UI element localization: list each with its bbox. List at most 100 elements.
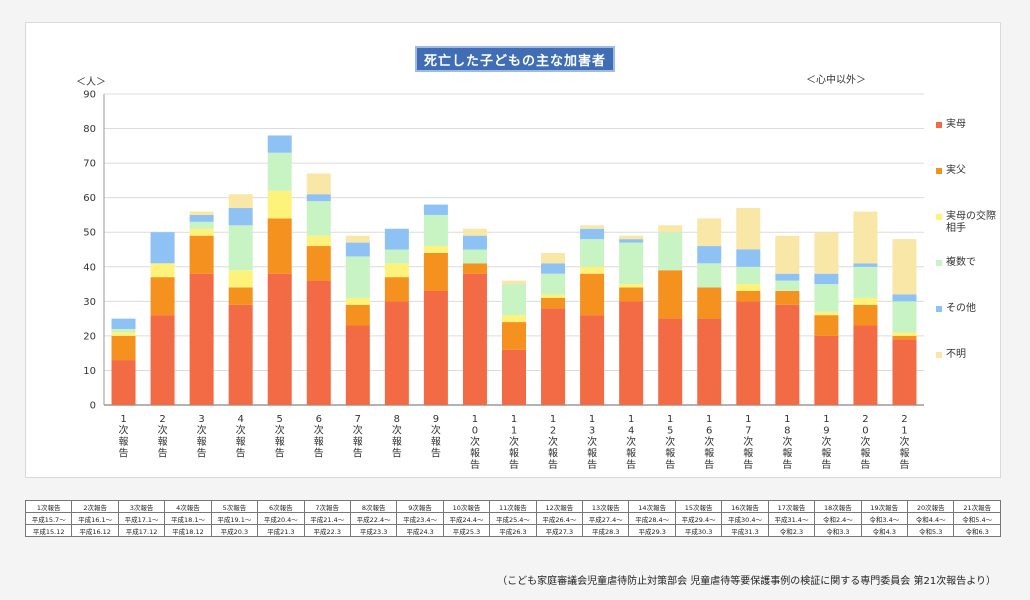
period-table-cell: 平成28.4～ — [628, 512, 676, 525]
x-category-label: 1 — [472, 414, 478, 425]
x-category-label: 次 — [899, 435, 909, 448]
bar-segment — [267, 152, 292, 191]
period-table-cell: 平成31.3 — [721, 524, 769, 537]
legend-label: 実父 — [946, 165, 966, 177]
legend-swatch — [936, 168, 942, 174]
bar-segment — [462, 249, 487, 264]
period-table-cell: 平成23.4～ — [396, 512, 444, 525]
x-category-label: 1 — [706, 414, 712, 425]
x-category-label: 4 — [628, 426, 634, 437]
bar-segment — [462, 235, 487, 250]
period-table-cell: 19次報告 — [860, 500, 909, 513]
chart-title: 死亡した子どもの主な加害者 — [415, 46, 615, 72]
bar-segment — [853, 266, 878, 298]
x-category-label: 告 — [431, 447, 441, 460]
bar-segment — [306, 201, 331, 236]
period-table-cell: 1次報告 — [24, 500, 73, 513]
period-table-cell: 平成31.4～ — [767, 512, 816, 525]
period-table-cell: 15次報告 — [674, 500, 723, 513]
bar-segment — [775, 290, 800, 305]
bar-segment — [619, 301, 644, 405]
x-category-label: 告 — [314, 447, 324, 460]
period-table-cell: 16次報告 — [721, 500, 769, 513]
x-category-label: 次 — [626, 435, 636, 448]
x-category-label: 1 — [511, 426, 517, 437]
bar-segment — [892, 335, 917, 340]
x-category-label: 次 — [704, 435, 714, 448]
x-category-label: 7 — [745, 426, 751, 437]
x-category-label: 5 — [277, 414, 283, 425]
bar-segment — [892, 332, 917, 336]
x-category-label: 次 — [314, 424, 324, 437]
period-table-cell: 10次報告 — [442, 500, 491, 513]
bar-segment — [892, 294, 917, 302]
x-category-label: 0 — [862, 426, 868, 437]
x-category-label: 次 — [587, 435, 597, 448]
x-category-label: 告 — [548, 458, 558, 471]
bar-segment — [853, 304, 878, 326]
legend-label-line: 実母の交際 — [946, 211, 996, 222]
x-category-label: 報 — [821, 448, 831, 460]
legend-item: その他 — [936, 303, 996, 315]
x-category-label: 告 — [158, 447, 168, 460]
x-category-label: 報 — [743, 448, 753, 460]
period-table-cell: 平成18.12 — [164, 524, 212, 537]
bar-segment — [267, 135, 292, 153]
bar-segment — [189, 211, 214, 215]
period-table-cell: 11次報告 — [489, 500, 537, 513]
bar-segment — [228, 225, 253, 271]
bar-segment — [658, 232, 683, 271]
bar-segment — [189, 235, 214, 274]
x-category-label: 8 — [784, 426, 790, 437]
period-table-cell: 令和6.3 — [953, 524, 1001, 537]
period-table-cell: 平成18.1～ — [164, 512, 212, 525]
bar-segment — [423, 214, 448, 247]
bar-segment — [228, 270, 253, 288]
legend-label-line: 実父 — [946, 165, 966, 176]
legend-item: 複数で — [936, 257, 996, 269]
period-table-cell: 平成29.3 — [628, 524, 676, 537]
x-category-label: 3 — [198, 414, 204, 425]
bar-segment — [462, 273, 487, 405]
x-category-label: 1 — [550, 414, 556, 425]
report-period-table: 1次報告 2次報告 3次報告 4次報告 5次報告 6次報告 7次報告 8次報告 9次報告 10次報… — [24, 500, 1001, 537]
legend-label: 複数で — [946, 257, 976, 269]
x-category-label: 6 — [316, 414, 322, 425]
x-category-label: 告 — [119, 447, 129, 460]
period-table-cell: 令和5.4～ — [953, 512, 1001, 525]
bar-segment — [189, 273, 214, 405]
legend-label: 実母 — [946, 119, 966, 131]
y-axis-unit-label: ＜人＞ — [76, 77, 106, 88]
bar-segment — [384, 277, 409, 302]
period-table-cell: 6次報告 — [257, 500, 305, 513]
bar-segment — [853, 297, 878, 305]
bar-segment — [502, 280, 526, 285]
x-category-label: 次 — [821, 435, 831, 448]
stacked-bar-chart: 01020304050607080901次報告2次報告3次報告4次報告5次報告6… — [83, 90, 924, 471]
bar-segment — [775, 235, 800, 274]
bar-segment — [775, 304, 800, 405]
x-category-label: 報 — [665, 448, 675, 460]
period-table-cell: 令和2.3 — [767, 524, 816, 537]
bar-segment — [228, 287, 253, 305]
bar-segment — [619, 235, 644, 240]
bar-segment — [697, 246, 722, 264]
bar-segment — [619, 239, 644, 243]
x-category-label: 報 — [275, 436, 285, 448]
bar-segment — [502, 315, 526, 323]
bar-segment — [697, 263, 722, 288]
bar-segment — [541, 294, 566, 298]
x-category-label: 告 — [587, 458, 597, 471]
x-category-label: 2 — [159, 414, 165, 425]
x-category-label: 次 — [392, 424, 402, 437]
x-category-label: 告 — [899, 458, 909, 471]
bar-segment — [423, 290, 448, 405]
x-category-label: 告 — [470, 458, 480, 471]
period-table-cell: 18次報告 — [814, 500, 862, 513]
x-category-label: 次 — [509, 435, 519, 448]
bar-segment — [580, 273, 605, 316]
bar-segment — [502, 284, 526, 316]
bar-segment — [306, 280, 331, 405]
x-category-label: 1 — [120, 414, 126, 425]
x-category-label: 告 — [665, 458, 675, 471]
